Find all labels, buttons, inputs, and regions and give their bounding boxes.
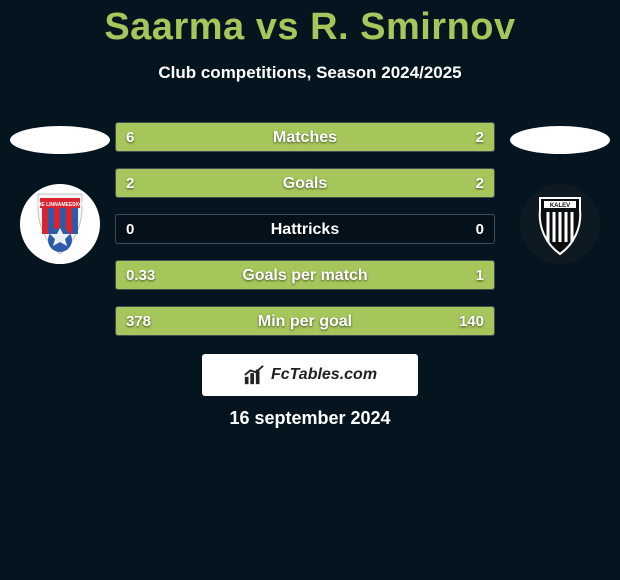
stat-label: Goals per match — [116, 261, 494, 290]
player2-name: R. Smirnov — [310, 6, 516, 48]
date-text: 16 september 2024 — [0, 408, 620, 429]
stat-row: 0.33 Goals per match 1 — [115, 260, 495, 290]
stat-row: 0 Hattricks 0 — [115, 214, 495, 244]
stat-label: Min per goal — [116, 307, 494, 336]
stat-row: 378 Min per goal 140 — [115, 306, 495, 336]
watermark-text: FcTables.com — [271, 366, 377, 384]
stat-value-right: 140 — [459, 307, 484, 336]
svg-text:KALEV: KALEV — [550, 203, 570, 209]
stat-value-right: 2 — [476, 123, 484, 152]
stat-row: 6 Matches 2 — [115, 122, 495, 152]
player2-oval — [510, 126, 610, 154]
stat-label: Goals — [116, 169, 494, 198]
svg-text:PAIDE LINNAMEESKOND: PAIDE LINNAMEESKOND — [30, 202, 91, 208]
stat-row: 2 Goals 2 — [115, 168, 495, 198]
player1-oval — [10, 126, 110, 154]
stat-value-right: 2 — [476, 169, 484, 198]
stat-label: Hattricks — [116, 215, 494, 244]
vs-text: vs — [256, 6, 299, 48]
player1-name: Saarma — [104, 6, 244, 48]
subtitle: Club competitions, Season 2024/2025 — [0, 63, 620, 83]
chart-icon — [243, 364, 265, 386]
team-badge-left: PAIDE LINNAMEESKOND — [20, 184, 100, 264]
stats-container: 6 Matches 2 2 Goals 2 0 Hattricks 0 0.33… — [115, 122, 495, 352]
stat-value-right: 1 — [476, 261, 484, 290]
stat-label: Matches — [116, 123, 494, 152]
page-title: Saarma vs R. Smirnov — [0, 0, 620, 49]
watermark: FcTables.com — [202, 354, 418, 396]
team-badge-right: KALEV — [520, 184, 600, 264]
stat-value-right: 0 — [476, 215, 484, 244]
